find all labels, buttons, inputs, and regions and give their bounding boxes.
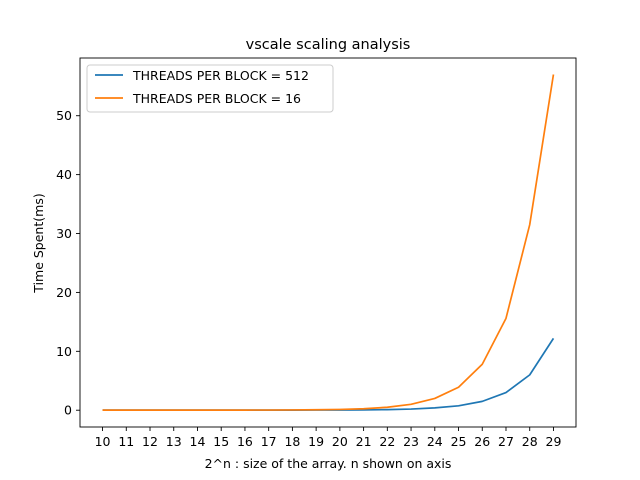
legend-label-16: THREADS PER BLOCK = 16 bbox=[132, 91, 301, 106]
x-tick-label: 11 bbox=[118, 434, 134, 449]
x-tick-label: 23 bbox=[403, 434, 419, 449]
x-tick-label: 21 bbox=[356, 434, 372, 449]
y-axis-ticks: 0 10 20 30 40 50 bbox=[56, 108, 80, 418]
legend: THREADS PER BLOCK = 512 THREADS PER BLOC… bbox=[86, 64, 334, 113]
plot-frame bbox=[79, 57, 577, 428]
series-line-16 bbox=[102, 74, 555, 411]
x-tick-label: 24 bbox=[427, 434, 443, 449]
x-tick-label: 12 bbox=[142, 434, 158, 449]
legend-label-512: THREADS PER BLOCK = 512 bbox=[132, 68, 309, 83]
x-tick-label: 10 bbox=[95, 434, 111, 449]
y-tick-label: 30 bbox=[56, 226, 72, 241]
x-tick-label: 26 bbox=[474, 434, 490, 449]
y-tick-label: 0 bbox=[64, 403, 72, 418]
x-tick-label: 17 bbox=[261, 434, 277, 449]
legend-box bbox=[86, 64, 334, 113]
y-tick-label: 20 bbox=[56, 285, 72, 300]
x-tick-label: 19 bbox=[308, 434, 324, 449]
y-tick-label: 40 bbox=[56, 167, 72, 182]
x-tick-label: 29 bbox=[546, 434, 562, 449]
x-tick-label: 20 bbox=[332, 434, 348, 449]
x-axis-ticks: 10 11 12 13 14 15 16 17 18 19 20 21 22 23 24 25 26 27 28 29 bbox=[95, 427, 562, 449]
x-tick-label: 18 bbox=[284, 434, 300, 449]
x-tick-label: 22 bbox=[379, 434, 395, 449]
x-tick-label: 16 bbox=[237, 434, 253, 449]
x-tick-label: 25 bbox=[451, 434, 467, 449]
plot-area bbox=[80, 58, 576, 427]
y-axis-label: Time Spent(ms) bbox=[31, 193, 46, 293]
x-tick-label: 28 bbox=[522, 434, 538, 449]
chart-title: vscale scaling analysis bbox=[246, 37, 411, 53]
y-tick-label: 50 bbox=[56, 108, 72, 123]
x-tick-label: 13 bbox=[166, 434, 182, 449]
x-tick-label: 15 bbox=[213, 434, 229, 449]
x-tick-label: 14 bbox=[190, 434, 206, 449]
x-axis-label: 2^n : size of the array. n shown on axis bbox=[205, 456, 452, 471]
y-tick-label: 10 bbox=[56, 344, 72, 359]
series-layer bbox=[102, 74, 555, 411]
x-tick-label: 27 bbox=[498, 434, 514, 449]
